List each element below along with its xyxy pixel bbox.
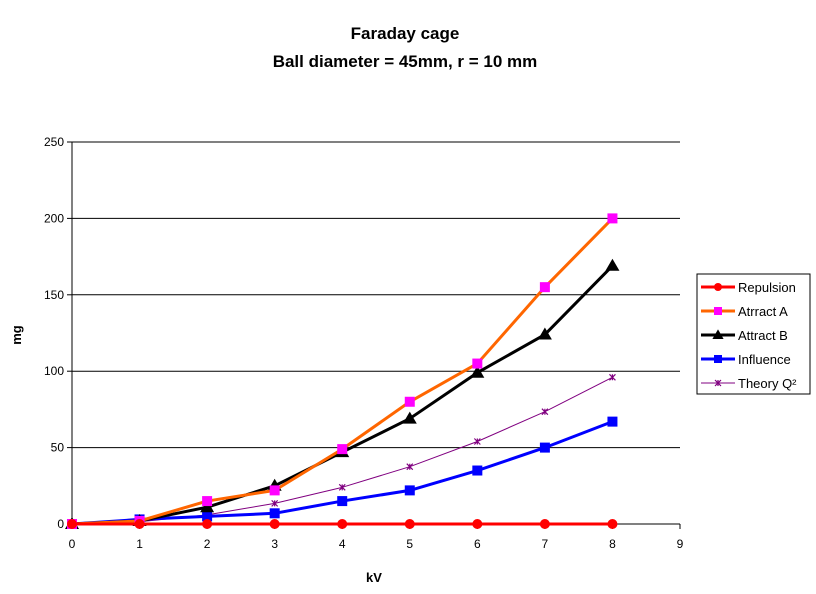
y-tick-label: 150 (44, 288, 64, 302)
series-group (65, 213, 620, 529)
x-tick-labels: 0 1 2 3 4 5 6 7 8 9 (69, 537, 684, 551)
y-tick-labels: 0 50 100 150 200 250 (44, 135, 64, 531)
data-point (539, 519, 550, 529)
legend-marker (714, 283, 722, 291)
legend-item: Atrract A (701, 304, 788, 319)
x-tick-label: 1 (136, 537, 143, 551)
y-tick-label: 250 (44, 135, 64, 149)
data-point (472, 519, 483, 529)
data-point (67, 519, 77, 529)
legend-label: Theory Q² (738, 376, 797, 391)
legend-item: Attract B (701, 328, 788, 343)
y-axis-label: mg (9, 325, 24, 345)
legend-marker (714, 379, 722, 387)
series-influence (67, 416, 618, 529)
data-point (472, 358, 483, 369)
data-point (337, 444, 348, 455)
series-line (71, 420, 613, 526)
x-tick-label: 9 (677, 537, 684, 551)
series-repulsion (67, 519, 618, 529)
legend-label: Repulsion (738, 280, 796, 295)
data-point (609, 373, 616, 381)
data-point (539, 282, 550, 293)
x-axis-label: kV (366, 570, 382, 585)
chart-subtitle: Ball diameter = 45mm, r = 10 mm (273, 52, 538, 71)
data-point (406, 463, 414, 471)
y-tick-label: 200 (44, 211, 64, 225)
data-point (134, 519, 145, 529)
data-point (541, 408, 549, 416)
data-point (402, 411, 417, 424)
y-tick-label: 50 (51, 441, 65, 455)
axes (67, 141, 681, 529)
x-tick-label: 4 (339, 537, 346, 551)
legend-label: Influence (738, 352, 791, 367)
data-point (605, 258, 620, 271)
legend: Repulsion Atrract A Attract B Influence Theo… (696, 273, 811, 395)
x-tick-label: 2 (204, 537, 211, 551)
legend-marker (714, 307, 722, 315)
legend-label: Atrract A (738, 304, 788, 319)
legend-item: Theory Q² (701, 376, 797, 391)
data-point (202, 519, 213, 529)
data-point (269, 508, 280, 519)
data-point (404, 396, 415, 407)
data-point (607, 213, 618, 224)
data-point (607, 519, 618, 529)
data-point (539, 442, 550, 453)
x-tick-label: 7 (542, 537, 549, 551)
data-point (271, 499, 279, 507)
gridlines (72, 141, 680, 449)
legend-marker (712, 329, 724, 339)
legend-label: Attract B (738, 328, 788, 343)
data-point (202, 511, 213, 522)
x-tick-label: 6 (474, 537, 481, 551)
data-point (473, 438, 481, 445)
y-tick-label: 0 (57, 517, 64, 531)
data-point (470, 365, 485, 378)
x-tick-label: 8 (609, 537, 616, 551)
data-point (202, 496, 213, 507)
data-point (269, 519, 280, 529)
data-point (338, 483, 346, 491)
x-tick-label: 3 (271, 537, 278, 551)
x-tick-label: 0 (69, 537, 76, 551)
data-point (337, 519, 348, 529)
legend-item: Repulsion (701, 280, 796, 295)
data-point (269, 485, 280, 496)
legend-marker (714, 355, 722, 363)
data-point (404, 519, 415, 529)
data-point (537, 327, 552, 340)
x-tick-label: 5 (406, 537, 413, 551)
data-point (200, 500, 215, 513)
data-point (607, 416, 618, 427)
y-tick-label: 100 (44, 364, 64, 378)
chart-title: Faraday cage (351, 24, 460, 43)
data-point (337, 496, 348, 507)
data-point (404, 485, 415, 496)
legend-item: Influence (701, 352, 791, 367)
data-point (472, 465, 483, 476)
